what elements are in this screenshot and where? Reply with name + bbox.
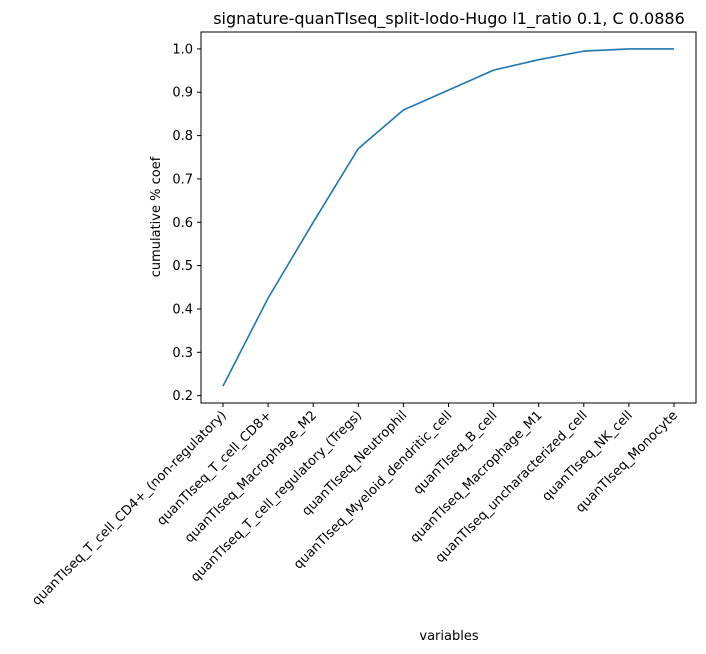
y-tick-label: 0.7 xyxy=(172,172,193,187)
y-tick-label: 0.8 xyxy=(172,129,193,144)
y-tick-label: 0.9 xyxy=(172,86,193,101)
y-tick-label: 0.4 xyxy=(172,302,193,317)
y-axis: 0.2 0.3 0.4 0.5 0.6 0.7 0.8 0.9 1.0 xyxy=(172,42,201,404)
x-axis: quanTIseq_T_cell_CD4+_(non-regulatory)qu… xyxy=(29,403,681,609)
y-tick-label: 0.2 xyxy=(172,389,193,404)
y-tick-label: 1.0 xyxy=(172,42,193,57)
y-tick-label: 0.6 xyxy=(172,216,193,231)
y-tick-label: 0.5 xyxy=(172,259,193,274)
plot-area xyxy=(200,31,697,404)
y-axis-title: cumulative % coef xyxy=(149,156,164,277)
series-line xyxy=(222,48,674,387)
x-tick-label: quanTIseq_B_cell xyxy=(411,408,501,498)
chart-title: signature-quanTIseq_split-lodo-Hugo l1_r… xyxy=(213,9,685,29)
x-tick-label: quanTIseq_T_cell_regulatory_(Tregs) xyxy=(188,408,365,585)
x-axis-title: variables xyxy=(419,629,478,644)
y-tick-label: 0.3 xyxy=(172,346,193,361)
x-tick-label: quanTIseq_Myeloid_dendritic_cell xyxy=(291,408,455,572)
